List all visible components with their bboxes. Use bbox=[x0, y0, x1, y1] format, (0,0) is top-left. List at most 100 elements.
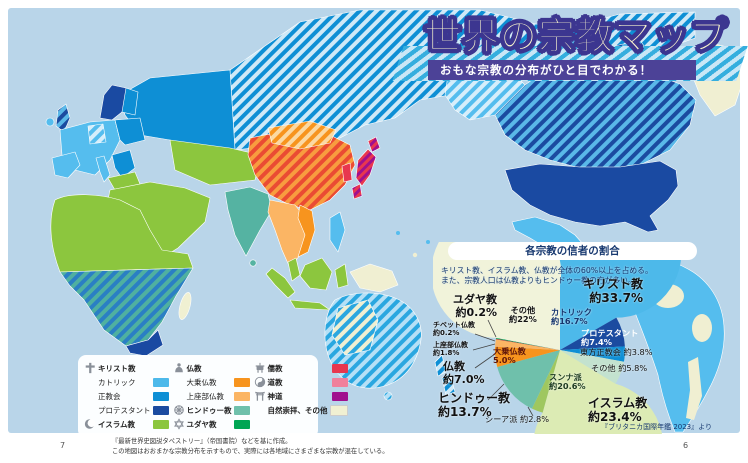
pie-label-orthodox: 東方正教会 約3.8% bbox=[580, 347, 653, 357]
pie-group-label-hinduism: ヒンドゥー教 約13.7% bbox=[438, 391, 511, 420]
page-subtitle: おもな宗教の分布がひと目でわかる！ bbox=[428, 60, 696, 80]
pie-slice-1 bbox=[560, 317, 625, 350]
legend-label: 仏教 bbox=[186, 363, 202, 373]
color-swatch bbox=[152, 391, 169, 401]
legend-item-orthodox: 正教会 bbox=[84, 389, 169, 403]
group-pct: 約23.4% bbox=[588, 409, 642, 424]
group-pct: 約13.7% bbox=[438, 404, 492, 419]
legend-label: プロテスタント bbox=[98, 405, 151, 415]
region-australia-interior bbox=[331, 299, 379, 356]
legend-column-1: キリスト教 カトリック 正教会 プロテスタント イスラム教 bbox=[84, 361, 169, 434]
slice-name: 上座部仏教 bbox=[433, 341, 468, 349]
slice-pct: 約2.8% bbox=[520, 414, 550, 424]
slice-pct: 約1.8% bbox=[433, 349, 460, 358]
color-swatch bbox=[233, 419, 250, 429]
legend-item-judaism: ユダヤ教 bbox=[173, 417, 250, 431]
slice-pct: 約7.4% bbox=[581, 337, 612, 348]
group-pct: 約33.7% bbox=[589, 290, 643, 305]
region-korea bbox=[341, 162, 353, 183]
pie-slice-7 bbox=[495, 346, 560, 367]
legend-item-theravada: 上座部仏教 bbox=[173, 389, 250, 403]
pie-group-label-judaism: ユダヤ教 約0.2% bbox=[433, 293, 497, 319]
leader-lines bbox=[472, 319, 534, 417]
dharma-wheel-icon bbox=[173, 405, 184, 415]
legend-item-catholic: カトリック bbox=[84, 375, 169, 389]
pie-label-other: その他 約22% bbox=[509, 305, 537, 325]
legend-label: 神道 bbox=[267, 391, 283, 401]
legend-item-buddhism: 仏教 bbox=[173, 361, 250, 375]
color-swatch bbox=[152, 405, 169, 415]
legend-column-2: 仏教 大乗仏教 上座部仏教 ヒンドゥー教 ユダヤ教 bbox=[173, 361, 250, 434]
pie-slice-8 bbox=[495, 339, 560, 350]
legend-label: 大乗仏教 bbox=[186, 377, 217, 387]
region-sulawesi bbox=[334, 263, 349, 289]
region-germany bbox=[87, 123, 107, 145]
region-malay-peninsula bbox=[287, 257, 301, 282]
region-vietnam bbox=[297, 204, 316, 258]
region-uk bbox=[55, 103, 71, 133]
region-india bbox=[224, 186, 273, 257]
pie-slice-6 bbox=[497, 350, 560, 409]
region-sumatra bbox=[265, 267, 296, 299]
slice-name: 東方正教会 bbox=[580, 347, 621, 357]
region-italy bbox=[95, 155, 111, 183]
slice-name: その他 bbox=[510, 305, 536, 315]
region-mongolia bbox=[267, 120, 337, 150]
pie-slice-4 bbox=[534, 350, 662, 434]
region-south-africa bbox=[125, 329, 164, 357]
color-swatch bbox=[331, 363, 348, 373]
slice-pct: 約20.6% bbox=[549, 381, 586, 392]
slice-name: その他 bbox=[591, 363, 616, 373]
region-central-asia bbox=[169, 139, 261, 186]
region-philippines bbox=[329, 211, 346, 253]
color-swatch bbox=[233, 405, 250, 415]
legend-label: 上座部仏教 bbox=[186, 391, 225, 401]
cross-icon bbox=[85, 362, 95, 374]
legend-label: 正教会 bbox=[98, 391, 121, 401]
footnote-line1: 『最新世界史図説タペストリー』（帝国書院）などを基に作成。 bbox=[112, 438, 292, 445]
slice-name: チベット仏教 bbox=[433, 321, 475, 329]
footnote-line2: この地図はおおまかな宗教分布を示すもので、実際には各地域にさまざまな宗教が混在し… bbox=[112, 448, 389, 456]
religion-share-chart: 各宗教の信者の割合 キリスト教、イスラム教、仏教が全体の60%以上を占める。 ま… bbox=[433, 242, 740, 434]
group-name: ヒンドゥー教 bbox=[438, 391, 511, 405]
legend-item-hinduism: ヒンドゥー教 bbox=[173, 403, 250, 417]
pie-slice-10 bbox=[496, 337, 560, 350]
chart-description-line1: キリスト教、イスラム教、仏教が全体の60%以上を占める。 bbox=[441, 266, 653, 275]
pie-label-tibetan: チベット仏教 約0.2% bbox=[433, 321, 475, 337]
group-pct: 約0.2% bbox=[455, 305, 497, 319]
group-name: 仏教 bbox=[443, 360, 465, 373]
group-name: キリスト教 bbox=[582, 277, 643, 291]
legend-label: イスラム教 bbox=[98, 419, 136, 429]
legend-item-confucianism: 儒教 bbox=[254, 361, 348, 375]
slice-name: 大乗仏教 bbox=[493, 346, 526, 356]
region-ireland bbox=[45, 117, 55, 127]
page-number-left: 7 bbox=[60, 441, 66, 450]
pie-label-catholic: カトリック 約16.7% bbox=[551, 307, 592, 327]
crescent-icon bbox=[84, 419, 96, 429]
pie-slice-5 bbox=[531, 350, 560, 413]
legend-item-mahayana: 大乗仏教 bbox=[173, 375, 250, 389]
legend-column-3: 儒教 道教 神道 自然崇拝、その他 bbox=[254, 361, 348, 434]
slice-pct: 約22% bbox=[509, 314, 537, 325]
color-swatch bbox=[331, 377, 348, 387]
pie-slice-3 bbox=[560, 350, 624, 384]
color-swatch bbox=[152, 419, 169, 429]
color-swatch bbox=[329, 404, 348, 416]
legend-label: カトリック bbox=[98, 377, 136, 387]
color-swatch bbox=[152, 377, 169, 387]
slice-pct: 約3.8% bbox=[623, 347, 653, 357]
color-swatch bbox=[233, 391, 250, 401]
pie-group-label-christianity: キリスト教 約33.7% bbox=[543, 277, 643, 306]
pie-slices bbox=[433, 242, 682, 434]
region-africa-north bbox=[50, 194, 194, 273]
group-name: イスラム教 bbox=[588, 396, 648, 410]
page-title: 世界の宗教マップ bbox=[424, 15, 728, 59]
region-tasmania bbox=[383, 391, 393, 401]
slice-name: プロテスタント bbox=[581, 328, 639, 338]
color-swatch bbox=[331, 391, 348, 401]
page-number-right: 6 bbox=[683, 441, 689, 450]
legend-item-shinto: 神道 bbox=[254, 389, 348, 403]
buddha-icon bbox=[174, 363, 183, 373]
pie-label-mahayana: 大乗仏教 5.0% bbox=[493, 346, 526, 366]
pie-group-label-islam: イスラム教 約23.4% bbox=[588, 396, 648, 425]
